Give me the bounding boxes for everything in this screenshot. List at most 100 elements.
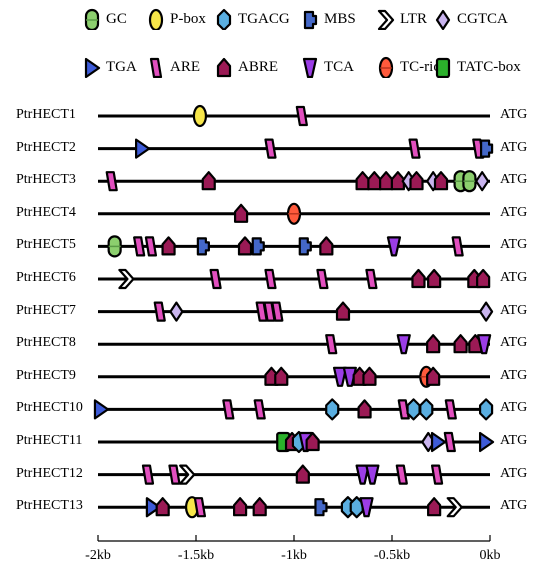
element-mbs-icon — [251, 237, 265, 256]
x-tick-label: -2kb — [85, 548, 111, 563]
gene-label: PtrHECT8 — [16, 335, 76, 351]
element-abre-icon — [379, 171, 394, 191]
legend-label: TC-rich — [400, 58, 448, 75]
element-abre-icon — [427, 497, 442, 517]
element-ltr-icon — [179, 464, 196, 485]
element-are-icon — [325, 334, 338, 355]
atg-label: ATG — [500, 335, 528, 351]
atg-label: ATG — [500, 204, 528, 220]
element-abre-icon — [476, 268, 491, 289]
element-are-icon — [444, 399, 457, 420]
element-abre-icon — [390, 171, 405, 191]
element-are-icon — [451, 236, 464, 257]
legend-item-tgacg: TGACG — [214, 8, 290, 30]
gene-label: PtrHECT5 — [16, 237, 76, 253]
gene-label: PtrHECT10 — [16, 400, 83, 416]
element-p-box-icon — [192, 104, 208, 128]
element-are-icon — [271, 301, 284, 322]
legend-label: CGTCA — [457, 10, 508, 27]
element-abre-icon — [274, 366, 289, 386]
are-icon — [149, 57, 163, 78]
element-tca-icon — [386, 236, 402, 257]
legend-item-mbs: MBS — [300, 8, 356, 30]
element-are-icon — [395, 464, 408, 485]
element-abre-icon — [367, 171, 382, 191]
element-mbs-icon — [314, 498, 328, 517]
gene-row-ptrhect12 — [98, 464, 490, 485]
gene-row-ptrhect3 — [98, 170, 490, 193]
element-abre-icon — [453, 334, 468, 354]
element-tc-rich-icon — [286, 202, 302, 225]
legend-item-tga: TGA — [82, 56, 137, 78]
element-are-icon — [264, 138, 277, 159]
x-tick-label: -1.5kb — [177, 548, 215, 563]
element-tgacg-icon — [478, 398, 494, 421]
element-are-icon — [408, 138, 421, 159]
atg-label: ATG — [500, 498, 528, 514]
element-cgtca-icon — [475, 171, 490, 192]
legend-item-tatc-box: TATC-box — [433, 56, 521, 78]
element-are-icon — [168, 464, 181, 485]
gene-row-ptrhect10 — [93, 398, 494, 421]
legend-item-p-box: P-box — [146, 8, 206, 30]
gene-row-ptrhect8 — [98, 334, 492, 355]
gene-label: PtrHECT2 — [16, 139, 76, 155]
gene-label: PtrHECT11 — [16, 433, 83, 448]
element-tca-icon — [355, 464, 370, 485]
gene-row-ptrhect1 — [98, 104, 490, 128]
atg-label: ATG — [500, 107, 528, 122]
element-abre-icon — [426, 366, 441, 386]
element-abre-icon — [355, 171, 370, 191]
legend-label: MBS — [324, 10, 356, 27]
element-tga-icon — [93, 399, 110, 420]
element-tca-icon — [332, 366, 348, 387]
element-tgacg-icon — [406, 398, 421, 421]
element-abre-icon — [233, 203, 249, 223]
gene-label: PtrHECT9 — [16, 367, 76, 383]
element-are-icon — [295, 105, 308, 127]
legend-label: TGA — [106, 58, 137, 75]
element-are-icon — [430, 464, 444, 485]
tga-icon — [84, 57, 101, 78]
element-abre-icon — [427, 268, 442, 289]
element-abre-icon — [161, 236, 176, 256]
tca-icon — [302, 57, 318, 78]
element-are-icon — [316, 268, 329, 290]
gene-label: PtrHECT7 — [16, 302, 76, 318]
legend-item-tc-rich: TC-rich — [376, 56, 447, 78]
legend-label: TGACG — [238, 10, 290, 27]
atg-label: ATG — [500, 400, 528, 416]
x-tick-label: -1kb — [281, 548, 307, 563]
x-axis — [97, 535, 491, 542]
atg-label: ATG — [500, 302, 528, 318]
element-tgacg-icon — [419, 398, 434, 421]
element-are-icon — [397, 399, 410, 420]
mbs-icon — [303, 10, 318, 30]
legend-item-cgtca: CGTCA — [433, 8, 508, 30]
element-are-icon — [222, 399, 235, 420]
element-abre-icon — [201, 171, 216, 191]
element-abre-icon — [357, 399, 372, 419]
element-mbs-icon — [196, 237, 210, 256]
tatc-box-icon — [435, 57, 451, 78]
element-are-icon — [144, 236, 158, 257]
gene-row-ptrhect4 — [98, 202, 490, 225]
element-are-icon — [365, 268, 378, 290]
gene-row-ptrhect2 — [98, 138, 494, 159]
element-abre-icon — [362, 366, 377, 386]
element-ltr-icon — [446, 497, 463, 518]
p-box-icon — [148, 8, 164, 30]
element-abre-icon — [252, 497, 267, 517]
gene-row-ptrhect5 — [98, 235, 490, 258]
element-abre-icon — [335, 301, 351, 321]
gene-row-ptrhect13 — [98, 496, 490, 519]
element-are-icon — [253, 399, 266, 420]
element-tga-icon — [135, 138, 151, 159]
element-abre-icon — [409, 171, 424, 191]
atg-label: ATG — [500, 237, 528, 253]
gene-row-ptrhect11 — [98, 430, 495, 454]
element-cgtca-icon — [169, 301, 184, 322]
element-cgtca-icon — [478, 301, 494, 322]
element-tga-icon — [478, 431, 495, 453]
